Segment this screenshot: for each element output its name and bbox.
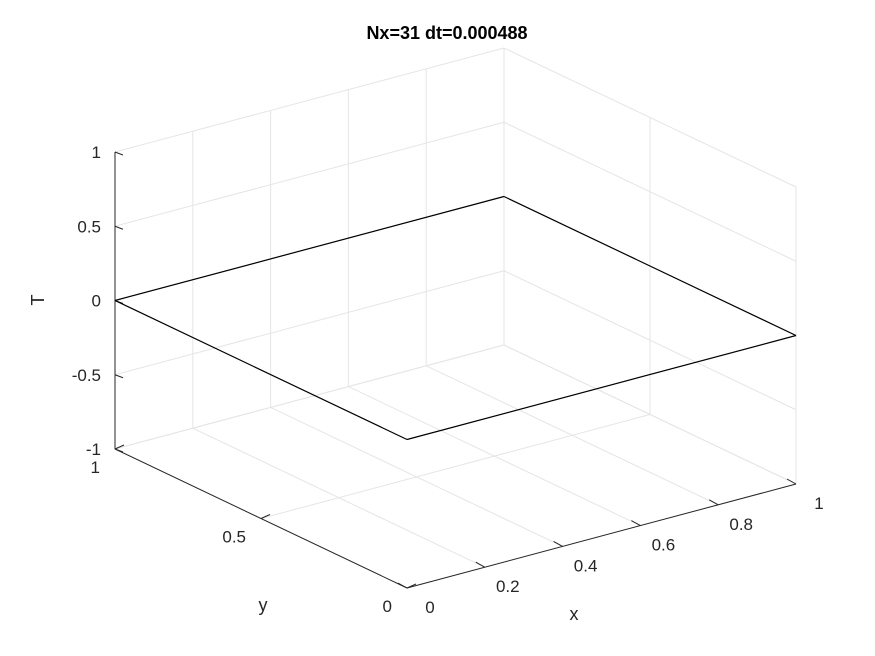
z-tick-label: -0.5 — [72, 366, 101, 385]
z-axis-label: T — [28, 295, 48, 306]
y-tick-label: 0 — [383, 597, 392, 616]
x-tick-label: 0.6 — [652, 536, 676, 555]
z-tick-label: 0 — [92, 292, 101, 311]
x-tick — [631, 520, 641, 527]
x-tick-label: 0.2 — [496, 577, 520, 596]
y-tick — [260, 514, 271, 519]
y-tick — [114, 444, 125, 450]
x-tick — [397, 582, 408, 589]
y-tick-label: 1 — [91, 458, 100, 477]
surface — [114, 195, 797, 441]
x-axis-label: x — [570, 604, 579, 624]
back-wall-grid-z — [114, 121, 505, 227]
x-axis-line — [406, 483, 797, 589]
y-tick — [406, 583, 417, 589]
x-tick — [708, 499, 719, 506]
side-wall-grid-z — [503, 121, 797, 262]
surface-edge — [114, 195, 505, 302]
surface-edge — [406, 334, 797, 441]
surface-edge — [503, 195, 797, 337]
side-wall-grid-z — [503, 270, 797, 411]
z-tick-label: -1 — [86, 440, 101, 459]
x-tick — [475, 561, 486, 568]
back-wall-grid-z — [114, 47, 505, 153]
back-wall-grid-z — [114, 270, 505, 376]
grid-lines — [114, 47, 797, 589]
x-tick-label: 0.8 — [729, 515, 753, 534]
chart-title: Nx=31 dt=0.000488 — [366, 23, 527, 43]
x-tick-label: 1 — [814, 494, 823, 513]
side-wall-grid-z — [503, 47, 797, 188]
x-tick — [553, 540, 563, 547]
floor-grid-y — [260, 414, 651, 519]
x-tick-label: 0 — [425, 598, 434, 617]
x-tick — [786, 478, 797, 485]
y-axis-label: y — [259, 595, 268, 615]
x-tick-label: 0.4 — [574, 556, 598, 575]
z-tick — [114, 225, 124, 230]
back-wall-grid-z — [114, 344, 505, 450]
y-tick-label: 0.5 — [222, 528, 246, 547]
z-tick — [114, 374, 124, 379]
side-wall-grid-z — [503, 344, 797, 485]
z-tick-label: 0.5 — [77, 217, 101, 236]
z-tick — [114, 448, 124, 453]
z-tick-label: 1 — [92, 143, 101, 162]
surface-edge — [114, 299, 408, 441]
z-tick — [114, 151, 124, 156]
axes — [114, 151, 797, 589]
